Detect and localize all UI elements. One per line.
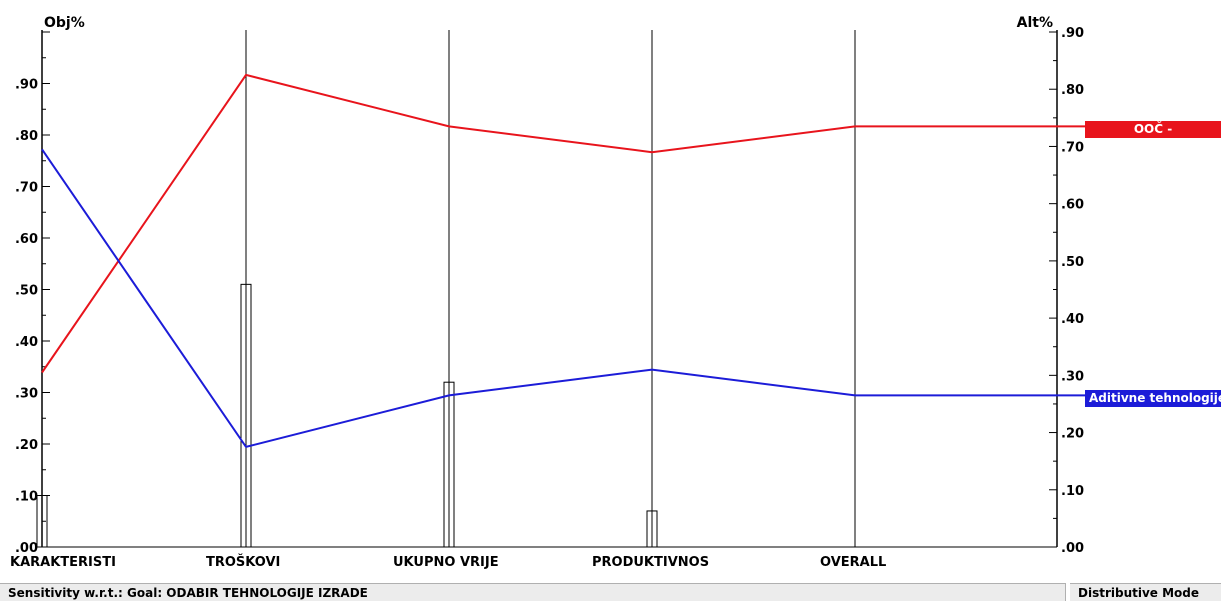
- left-tick-label: .30: [15, 387, 38, 402]
- status-sensitivity-text: Sensitivity w.r.t.: Goal: ODABIR TEHNOLO…: [8, 586, 368, 600]
- series-line: [41, 73, 1057, 374]
- right-axis-label: Alt%: [1017, 15, 1053, 31]
- left-tick-label: .40: [15, 335, 38, 350]
- right-tick-label: .40: [1061, 312, 1084, 327]
- right-tick-label: .30: [1061, 369, 1084, 384]
- category-label: OVERALL: [820, 555, 886, 570]
- series-line: [41, 148, 1057, 449]
- category-label: KARAKTERISTI: [10, 555, 116, 570]
- left-tick-label: .60: [15, 232, 38, 247]
- left-tick-label: .70: [15, 181, 38, 196]
- legend-aditivne-tehnologije[interactable]: Aditivne tehnologije: [1085, 390, 1221, 407]
- left-tick-label: .90: [15, 78, 38, 93]
- right-tick-label: .70: [1061, 140, 1084, 155]
- right-tick-label: .80: [1061, 83, 1084, 98]
- right-tick-label: .00: [1061, 541, 1084, 556]
- legend-ooc-label: OOČ -: [1133, 122, 1173, 136]
- category-label: UKUPNO VRIJE: [393, 555, 499, 570]
- right-tick-label: .90: [1061, 26, 1084, 41]
- status-mode-text: Distributive Mode: [1078, 586, 1200, 600]
- status-bar-sensitivity: Sensitivity w.r.t.: Goal: ODABIR TEHNOLO…: [0, 583, 1066, 601]
- sensitivity-chart: Obj% Alt% .00 .10 .20 .30 .40 .50 .60 .70 .80 .90…: [10, 15, 1085, 570]
- right-tick-label: .50: [1061, 255, 1084, 270]
- right-tick-label: .60: [1061, 198, 1084, 213]
- left-axis-label: Obj%: [44, 15, 85, 31]
- category-label: PRODUKTIVNOS: [592, 555, 709, 570]
- left-tick-label: .20: [15, 438, 38, 453]
- left-tick-label: .00: [15, 541, 38, 556]
- right-tick-label: .20: [1061, 427, 1084, 442]
- category-label: TROŠKOVI: [206, 554, 280, 570]
- left-tick-label: .80: [15, 129, 38, 144]
- legend-aditivne-label: Aditivne tehnologije: [1089, 391, 1221, 405]
- left-tick-label: .50: [15, 284, 38, 299]
- status-bar-mode[interactable]: Distributive Mode: [1070, 583, 1221, 601]
- legend-ooc[interactable]: OOČ -: [1085, 121, 1221, 138]
- right-tick-label: .10: [1061, 484, 1084, 499]
- left-tick-label: .10: [15, 490, 38, 505]
